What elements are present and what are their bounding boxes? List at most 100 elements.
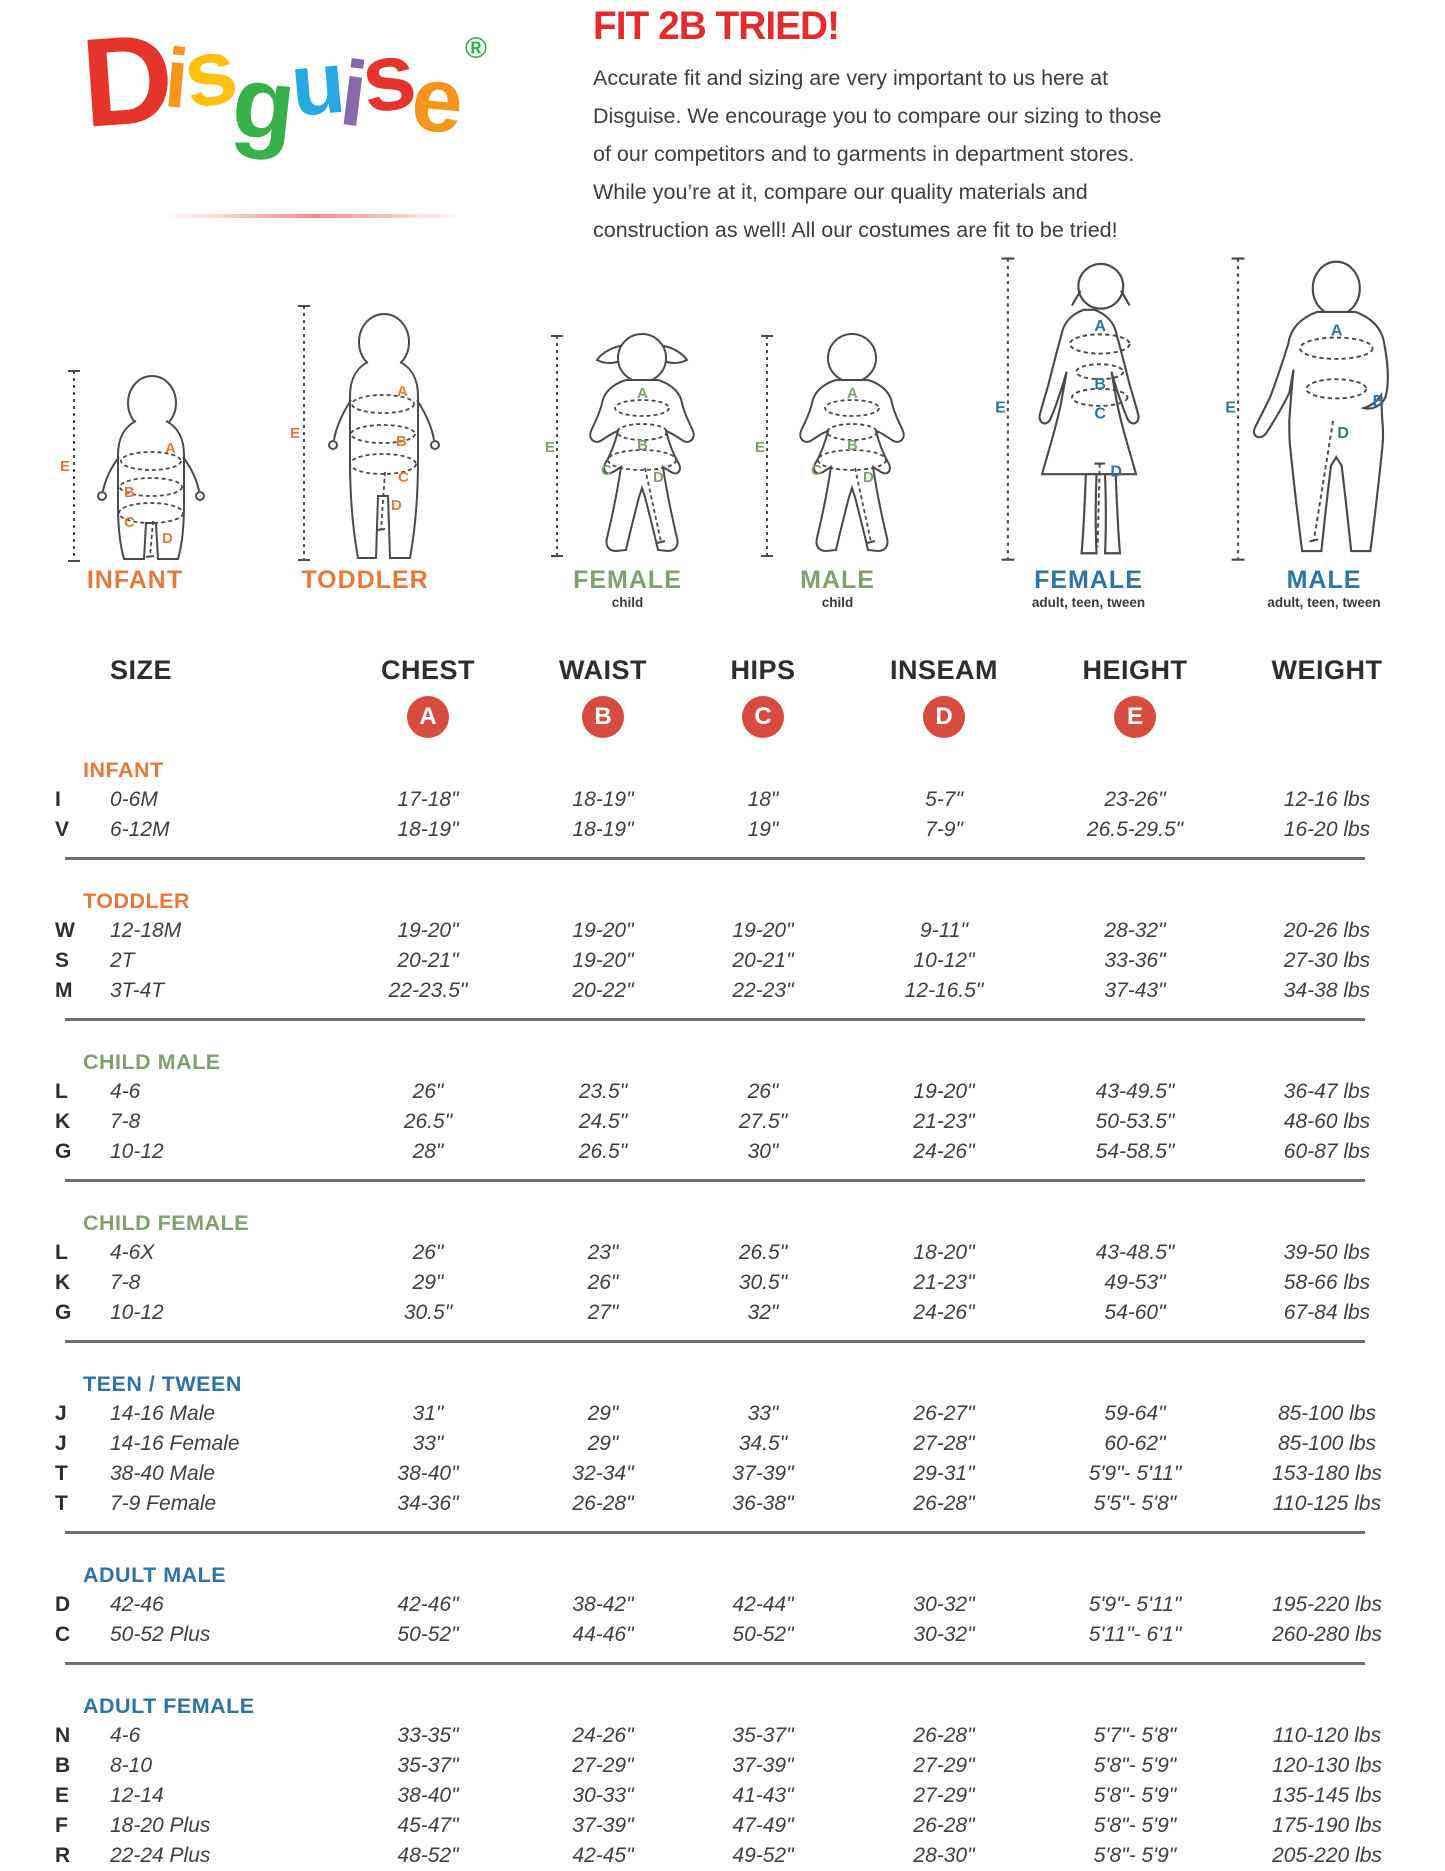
cell-weight: 67-84 lbs [1283, 1301, 1371, 1324]
intro-block: FIT 2B TRIED! Accurate fit and sizing ar… [593, 4, 1178, 249]
svg-text:E: E [60, 458, 70, 475]
size-chart: SIZE CHEST WAIST HIPS INSEAM HEIGHT WEIG… [0, 655, 1445, 1871]
cell-waist: 29" [587, 1432, 619, 1455]
figure-child-female: E A B C D FEMALE child [545, 305, 710, 615]
svg-text:B: B [1094, 376, 1106, 393]
section-heading-row: ADULT FEMALE [55, 1691, 1445, 1721]
cell-waist: 24-26" [572, 1724, 634, 1747]
cell-size-code: T [55, 1462, 68, 1485]
cell-weight: 110-125 lbs [1272, 1492, 1382, 1515]
cell-size-label: 4-6 [110, 1080, 141, 1103]
table-row: T 38-40 Male 38-40" 32-34" 37-39" 29-31" 5'9"-… [55, 1459, 1445, 1489]
cell-hips: 30" [747, 1140, 779, 1163]
cell-size-code: G [55, 1301, 72, 1324]
cell-chest: 26" [412, 1080, 444, 1103]
svg-text:D: D [1110, 463, 1122, 480]
cell-size-label: 4-6X [110, 1241, 155, 1264]
cell-size-code: B [55, 1754, 71, 1777]
adult-female-figure-drawing: E A B C D [995, 257, 1140, 561]
cell-hips: 36-38" [732, 1492, 794, 1515]
cell-chest: 45-47" [397, 1814, 459, 1837]
cell-inseam: 12-16.5" [904, 979, 984, 1002]
cell-weight: 36-47 lbs [1283, 1080, 1371, 1103]
svg-text:D: D [1337, 425, 1349, 442]
cell-waist: 19-20" [572, 949, 634, 972]
cell-hips: 49-52" [732, 1844, 794, 1867]
svg-text:C: C [601, 462, 612, 479]
column-header-size: SIZE [110, 655, 173, 685]
cell-waist: 27-29" [572, 1754, 634, 1777]
cell-weight: 85-100 lbs [1277, 1402, 1377, 1425]
badge-d: D [923, 696, 965, 738]
table-row: L 4-6X 26" 23" 26.5" 18-20" 43-48.5" 39-50 lbs [55, 1238, 1445, 1268]
cell-size-label: 8-10 [110, 1754, 153, 1777]
cell-chest: 34-36" [397, 1492, 459, 1515]
table-row: W 12-18M 19-20" 19-20" 19-20" 9-11" 28-32" 20-2… [55, 916, 1445, 946]
figure-infant: E A B C D INFANT [60, 365, 210, 615]
cell-size-label: 18-20 Plus [110, 1814, 211, 1837]
cell-size-code: I [55, 788, 61, 811]
section-heading: ADULT MALE [83, 1562, 227, 1587]
cell-chest: 19-20" [397, 919, 459, 942]
cell-weight: 260-280 lbs [1272, 1623, 1382, 1646]
cell-weight: 85-100 lbs [1277, 1432, 1377, 1455]
cell-chest: 18-19" [397, 818, 459, 841]
cell-height: 5'9"- 5'11" [1088, 1593, 1182, 1616]
cell-height: 60-62" [1104, 1432, 1166, 1455]
svg-text:B: B [637, 437, 648, 454]
cell-waist: 38-42" [572, 1593, 634, 1616]
cell-chest: 17-18" [397, 788, 459, 811]
column-header-waist: WAIST [559, 655, 647, 685]
cell-size-code: R [55, 1844, 71, 1867]
cell-inseam: 26-28" [913, 1814, 975, 1837]
cell-chest: 38-40" [397, 1784, 459, 1807]
cell-hips: 18" [747, 788, 779, 811]
svg-text:D: D [653, 469, 664, 486]
cell-height: 59-64" [1104, 1402, 1166, 1425]
cell-height: 28-32" [1104, 919, 1166, 942]
figure-sublabel: adult, teen, tween [1031, 595, 1146, 610]
measure-badge-row: A B C D E [55, 695, 1445, 739]
cell-height: 26.5-29.5" [1086, 818, 1184, 841]
cell-size-code: M [55, 979, 73, 1002]
cell-inseam: 27-29" [913, 1754, 975, 1777]
column-header-inseam: INSEAM [889, 655, 998, 685]
badge-e: E [1114, 696, 1156, 738]
cell-inseam: 30-32" [913, 1593, 975, 1616]
figure-child-male: E A B C D MALE child [755, 305, 920, 615]
figure-sublabel: child [821, 595, 854, 610]
table-row: M 3T-4T 22-23.5" 20-22" 22-23" 12-16.5" 37-43"… [55, 976, 1445, 1006]
cell-size-code: L [55, 1241, 68, 1264]
cell-size-label: 3T-4T [110, 979, 165, 1002]
cell-waist: 42-45" [572, 1844, 634, 1867]
table-row: S 2T 20-21" 19-20" 20-21" 10-12" 33-36" 27-30 l… [55, 946, 1445, 976]
cell-size-label: 50-52 Plus [110, 1623, 211, 1646]
logo-letter: u [286, 32, 345, 135]
cell-waist: 23" [587, 1241, 619, 1264]
cell-size-label: 12-14 [110, 1784, 164, 1807]
cell-size-code: J [55, 1402, 67, 1425]
svg-text:E: E [755, 439, 765, 456]
table-row: G 10-12 28" 26.5" 30" 24-26" 54-58.5" 60-87 lbs [55, 1137, 1445, 1167]
badge-c: C [742, 696, 784, 738]
cell-hips: 47-49" [732, 1814, 794, 1837]
cell-waist: 19-20" [572, 919, 634, 942]
figure-sublabel [290, 595, 440, 615]
cell-waist: 29" [587, 1402, 619, 1425]
section-heading-row: CHILD FEMALE [55, 1208, 1445, 1238]
cell-chest: 22-23.5" [388, 979, 468, 1002]
cell-height: 37-43" [1104, 979, 1166, 1002]
table-row: K 7-8 29" 26" 30.5" 21-23" 49-53" 58-66 lbs [55, 1268, 1445, 1298]
cell-inseam: 24-26" [913, 1301, 975, 1324]
cell-inseam: 27-28" [913, 1432, 975, 1455]
cell-inseam: 26-28" [913, 1492, 975, 1515]
cell-weight: 120-130 lbs [1272, 1754, 1382, 1777]
adult-male-figure-drawing: E A B D [1225, 257, 1389, 561]
cell-waist: 18-19" [572, 788, 634, 811]
cell-hips: 32" [747, 1301, 779, 1324]
section-divider [65, 857, 1365, 860]
table-row: J 14-16 Female 33" 29" 34.5" 27-28" 60-62" 85-1… [55, 1429, 1445, 1459]
figure-label: MALE [1286, 566, 1362, 594]
